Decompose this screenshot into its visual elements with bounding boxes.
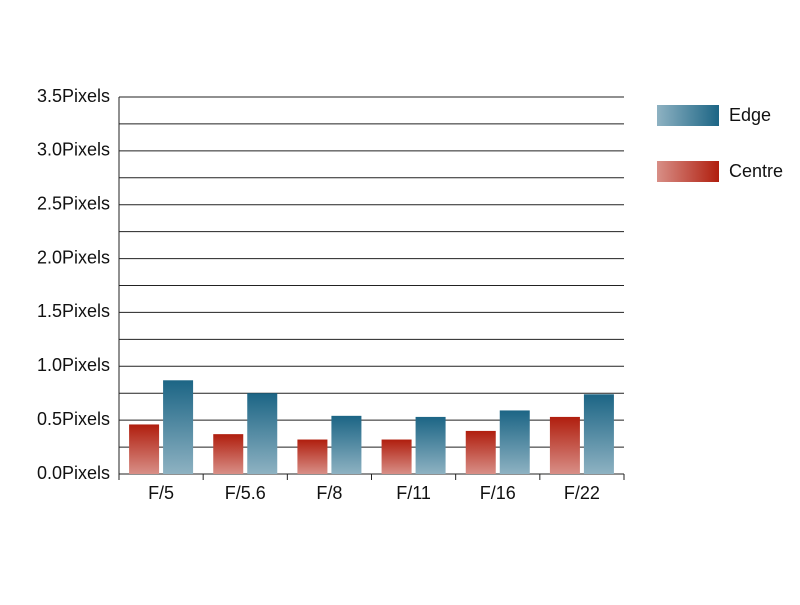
x-tick-label: F/5.6: [225, 483, 266, 503]
bar: [415, 416, 446, 474]
bar: [213, 434, 244, 474]
bar: [331, 415, 362, 474]
bar: [499, 410, 530, 474]
bar: [163, 380, 194, 474]
x-tick-label: F/22: [564, 483, 600, 503]
y-tick-label: 1.0Pixels: [37, 355, 110, 375]
y-tick-label: 3.5Pixels: [37, 86, 110, 106]
x-tick-label: F/16: [480, 483, 516, 503]
bar: [583, 394, 614, 474]
x-tick-label: F/5: [148, 483, 174, 503]
y-tick-label: 2.0Pixels: [37, 247, 110, 267]
legend-swatch: [657, 161, 719, 182]
legend-label: Edge: [729, 105, 771, 125]
y-tick-label: 1.5Pixels: [37, 301, 110, 321]
bar: [247, 393, 278, 474]
y-tick-label: 0.5Pixels: [37, 409, 110, 429]
bar: [129, 424, 160, 474]
bar: [465, 430, 496, 474]
y-tick-label: 0.0Pixels: [37, 463, 110, 483]
bar: [297, 439, 328, 474]
bar: [381, 439, 412, 474]
legend-label: Centre: [729, 161, 783, 181]
x-tick-label: F/11: [396, 483, 431, 503]
legend-swatch: [657, 105, 719, 126]
bar: [549, 416, 580, 474]
y-tick-label: 3.0Pixels: [37, 140, 110, 160]
x-tick-label: F/8: [316, 483, 342, 503]
y-tick-label: 2.5Pixels: [37, 193, 110, 213]
